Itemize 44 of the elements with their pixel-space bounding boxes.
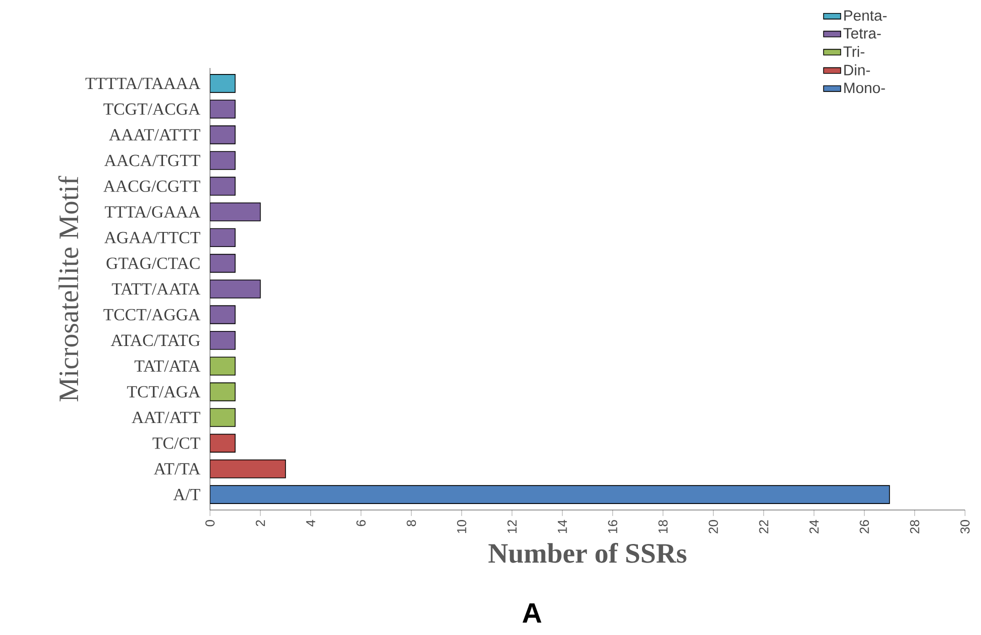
y-tick-label: TCCT/AGGA [104, 308, 200, 320]
x-tick-label: 28 [910, 520, 920, 534]
x-tick-label: 20 [708, 520, 718, 534]
x-tick-label: 8 [406, 520, 416, 526]
legend-label: Penta- [844, 10, 887, 21]
bar [210, 408, 236, 427]
x-tick-label: 12 [507, 520, 517, 534]
legend-label: Tri- [843, 46, 864, 57]
y-tick-label: GTAG/CTAC [106, 258, 200, 270]
y-tick-label: AACA/TGTT [104, 154, 200, 166]
x-axis-title: Number of SSRs [488, 542, 686, 563]
x-tick-label: 30 [960, 520, 970, 534]
y-tick-label: TC/CT [152, 437, 200, 449]
bar [210, 382, 236, 402]
x-tick-label: 26 [860, 520, 869, 534]
x-tick-label: 2 [256, 520, 265, 526]
x-tick-label: 10 [457, 520, 466, 534]
y-tick-label: AGAA/TTCT [104, 232, 200, 244]
x-tick-label: 14 [558, 520, 567, 534]
y-tick-label: TCGT/ACGA [104, 103, 200, 115]
y-tick-label: ATAC/TATG [110, 334, 200, 346]
legend-label: Mono- [844, 82, 885, 94]
legend-label: Din- [844, 64, 870, 76]
x-tick-label: 24 [809, 520, 819, 534]
y-tick-label: AAAT/ATTT [109, 129, 200, 141]
y-tick-label: AACG/CGTT [103, 180, 200, 192]
x-tick-label: 16 [608, 520, 618, 534]
y-tick-label: A/T [173, 488, 200, 500]
y-tick-label: TCT/AGA [127, 386, 200, 398]
x-tick-label: 22 [759, 520, 768, 534]
text: A [522, 603, 542, 623]
x-tick-label: 0 [205, 520, 215, 526]
y-tick-label: TAT/ATA [134, 360, 200, 372]
y-tick-label: TATT/AATA [112, 283, 200, 295]
y-tick-label: TTTTA/TAAAA [85, 78, 200, 90]
x-tick-label: 6 [356, 520, 366, 526]
y-axis-title: Microsatellite Motif [58, 176, 78, 402]
y-tick-label: AT/TA [154, 463, 200, 475]
y-tick-label: TTTA/GAAA [104, 206, 200, 218]
legend-label: Tetra- [843, 28, 881, 39]
x-tick-label: 4 [306, 520, 316, 526]
x-tick-label: 18 [658, 520, 668, 534]
y-tick-label: AAT/ATT [132, 412, 200, 424]
bar [210, 356, 236, 376]
